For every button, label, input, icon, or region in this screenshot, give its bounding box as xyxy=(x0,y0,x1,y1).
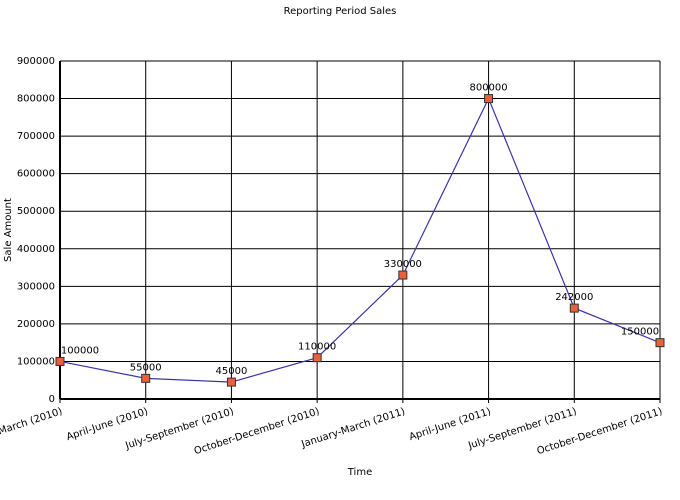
y-tick-label: 100000 xyxy=(17,356,55,367)
y-tick-label: 300000 xyxy=(17,281,55,292)
data-label: 45000 xyxy=(216,366,248,377)
point-marker xyxy=(141,373,151,383)
y-tick-label: 700000 xyxy=(17,131,55,142)
data-label: 330000 xyxy=(384,259,422,270)
point-marker xyxy=(226,377,236,387)
y-tick-label: 800000 xyxy=(17,94,55,105)
data-label: 55000 xyxy=(130,362,162,373)
y-tick-label: 400000 xyxy=(17,244,55,255)
y-axis-label: Sale Amount xyxy=(3,198,14,262)
y-tick-label: 500000 xyxy=(17,206,55,217)
y-tick-label: 200000 xyxy=(17,319,55,330)
x-axis-label: Time xyxy=(347,467,372,478)
data-label: 800000 xyxy=(469,83,507,94)
x-tick-label: January-March (2010) xyxy=(0,406,64,450)
chart-title: Reporting Period Sales xyxy=(284,6,397,17)
point-marker xyxy=(55,356,65,366)
y-tick-label: 900000 xyxy=(17,56,55,67)
point-marker xyxy=(398,270,408,280)
point-marker xyxy=(569,303,579,313)
data-label: 100000 xyxy=(61,345,99,356)
point-marker xyxy=(312,353,322,363)
data-label: 242000 xyxy=(555,292,593,303)
point-marker xyxy=(484,94,494,104)
data-label: 110000 xyxy=(298,342,336,353)
y-tick-label: 600000 xyxy=(17,169,55,180)
data-label: 150000 xyxy=(621,327,659,338)
series-line xyxy=(59,97,661,383)
y-tick-label: 0 xyxy=(49,394,55,405)
point-marker xyxy=(655,338,665,348)
